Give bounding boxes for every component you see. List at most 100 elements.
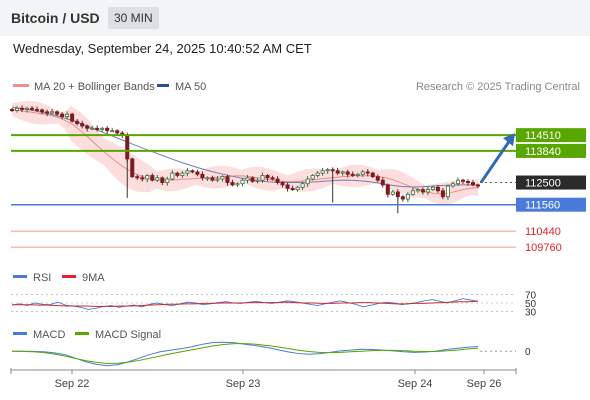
ma50-legend-swatch <box>157 84 169 87</box>
candle <box>95 125 100 132</box>
candle <box>90 126 95 130</box>
candle <box>255 178 260 184</box>
candle <box>115 129 120 136</box>
pivot-label: 112500 <box>525 178 561 190</box>
candle-body <box>445 185 450 198</box>
candle-body <box>285 184 290 189</box>
candle-body <box>50 111 55 114</box>
x-axis: Sep 22 Sep 23 Sep 24 Sep 26 <box>10 368 517 390</box>
candle <box>65 111 70 120</box>
rsi-legend-swatch <box>13 275 27 278</box>
candle-body <box>410 190 415 195</box>
candle-body <box>85 125 90 129</box>
candle-body <box>135 176 140 179</box>
candle-body <box>455 179 460 185</box>
candle <box>305 176 310 187</box>
forecast-arrowhead <box>503 133 515 147</box>
candle <box>275 176 280 185</box>
candle-body <box>305 178 310 185</box>
candle <box>110 127 115 133</box>
candle <box>355 172 360 178</box>
candle-body <box>470 182 475 186</box>
candle <box>310 174 315 181</box>
candle <box>245 174 250 184</box>
candle <box>125 132 130 163</box>
candle-body <box>320 170 325 174</box>
candle-body <box>235 183 240 186</box>
macd-legend-label: MACD <box>33 329 65 341</box>
candle-body <box>435 186 440 192</box>
candle <box>475 183 480 189</box>
macd-line <box>12 341 479 367</box>
candle <box>205 176 210 182</box>
candle-body <box>345 171 350 175</box>
candle <box>405 192 410 203</box>
candle <box>210 175 215 182</box>
candle <box>180 170 185 179</box>
candle <box>235 182 240 187</box>
candle-body <box>170 172 175 180</box>
interval-button[interactable]: 30 MIN <box>108 7 159 29</box>
candle <box>9 108 14 113</box>
candle <box>185 167 190 177</box>
candle <box>380 177 385 188</box>
candle <box>410 187 415 196</box>
support-label-box <box>516 197 586 212</box>
candle-body <box>430 186 435 191</box>
candle-body <box>290 188 295 191</box>
support-label: 111560 <box>525 200 560 212</box>
candle-body <box>270 177 275 180</box>
resistance-label-box <box>516 143 586 158</box>
candle <box>140 174 145 182</box>
candle <box>285 182 290 192</box>
resistance-label-box <box>516 128 586 143</box>
candle <box>200 171 205 181</box>
candle-body <box>460 179 465 182</box>
chart-header <box>0 0 590 36</box>
candle <box>455 177 460 186</box>
candle-body <box>315 172 320 176</box>
candle <box>55 110 60 117</box>
candle <box>280 181 285 188</box>
candle-body <box>440 190 445 198</box>
timestamp: Wednesday, September 24, 2025 10:40:52 A… <box>13 41 312 56</box>
pivot-label-box <box>516 175 586 190</box>
chart-title: Bitcoin / USD <box>11 10 100 26</box>
candle <box>375 174 380 183</box>
candle-body <box>425 189 430 193</box>
candle <box>25 106 30 113</box>
macd-level-label: 0 <box>525 347 531 358</box>
candle-body <box>150 175 155 181</box>
candle-body <box>450 183 455 187</box>
rsi-level-label: 30 <box>525 308 537 319</box>
candle <box>445 184 450 200</box>
candle-body <box>125 134 130 160</box>
candle-body <box>465 180 470 183</box>
candle <box>190 169 195 174</box>
candle-body <box>160 177 165 183</box>
candle <box>35 106 40 112</box>
candle-body <box>250 177 255 182</box>
price-panel <box>9 101 480 214</box>
candle-body <box>100 127 105 130</box>
candle <box>220 175 225 182</box>
candle <box>135 174 140 180</box>
candle <box>70 112 75 123</box>
x-tick-label: Sep 24 <box>398 378 433 390</box>
rsi-ma-legend-label: 9MA <box>82 272 105 284</box>
candle-body <box>60 113 65 117</box>
candle-body <box>380 179 385 186</box>
candle <box>230 179 235 187</box>
candle <box>435 185 440 193</box>
candle-body <box>90 127 95 130</box>
ma50-line <box>11 106 478 188</box>
macd-legend-swatch <box>13 332 27 335</box>
candle <box>240 178 245 187</box>
candle <box>315 170 320 178</box>
candle <box>150 173 155 182</box>
candle <box>470 179 475 187</box>
candle-body <box>45 111 50 114</box>
candle <box>175 171 180 178</box>
candle-body <box>155 177 160 181</box>
